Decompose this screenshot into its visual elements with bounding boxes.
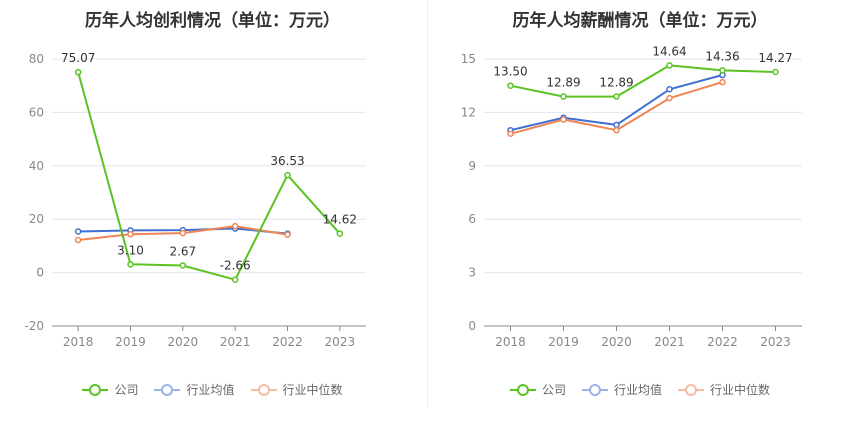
x-tick-label: 2021 — [220, 335, 251, 349]
legend-label: 公司 — [114, 383, 139, 397]
data-point-0 — [231, 276, 239, 283]
y-tick-label: -20 — [24, 319, 44, 333]
y-tick-label: 12 — [461, 105, 476, 119]
data-point-0 — [666, 62, 673, 69]
data-point-1 — [613, 121, 620, 129]
y-tick-label: 40 — [29, 159, 44, 173]
data-point-2 — [613, 126, 620, 134]
industry-median-line-marker-icon — [250, 383, 277, 396]
panel-divider — [427, 0, 428, 408]
profit-line-chart: -20 0 20 40 60 80 2018 2019 2020 2021 2022 2023 75.0… — [24, 51, 366, 349]
chart-title: 历年人均薪酬情况（单位：万元） — [512, 11, 768, 31]
y-tick-label: 0 — [36, 266, 44, 280]
data-point-0 — [284, 171, 291, 179]
data-label: 14.36 — [705, 49, 739, 63]
data-point-2 — [179, 229, 187, 237]
y-tick-label: 60 — [29, 105, 44, 119]
data-point-2 — [560, 116, 567, 123]
data-label: 2.67 — [169, 244, 196, 258]
x-tick-label: 2019 — [115, 335, 146, 349]
x-tick-label: 2018 — [63, 335, 94, 349]
legend-label: 行业均值 — [186, 383, 235, 397]
data-label: 36.53 — [270, 154, 304, 168]
data-label: 12.89 — [546, 76, 580, 90]
data-label: 14.62 — [323, 213, 357, 227]
industry-median-line-marker-icon — [678, 383, 704, 396]
company-line-marker-icon — [82, 383, 109, 396]
y-tick-label: 20 — [29, 212, 44, 226]
y-tick-label: 6 — [468, 212, 476, 226]
profit-chart-panel: 历年人均创利情况（单位：万元） -20 0 20 40 60 80 2018 2019 2020… — [0, 11, 425, 398]
legend: 公司 行业均值 行业中位数 — [0, 381, 425, 398]
salary-chart-panel: 历年人均薪酬情况（单位：万元） 0 3 6 9 12 15 2018 2019 2020 2021… — [430, 0, 850, 437]
data-point-0 — [719, 67, 726, 74]
legend-item-company[interactable]: 公司 — [509, 381, 566, 398]
company-line-marker-icon — [509, 383, 536, 396]
legend-label: 行业均值 — [613, 383, 662, 397]
data-point-0 — [772, 68, 779, 76]
y-tick-label: 9 — [468, 159, 476, 173]
data-label: 13.50 — [493, 65, 527, 79]
data-label: -2.66 — [220, 259, 251, 273]
x-tick-label: 2020 — [601, 335, 632, 349]
chart-title: 历年人均创利情况（单位：万元） — [85, 11, 340, 31]
data-point-2 — [719, 78, 726, 86]
x-tick-label: 2023 — [760, 335, 791, 349]
data-label: 14.64 — [652, 44, 686, 58]
data-point-2 — [666, 94, 673, 102]
legend-item-industry-average[interactable]: 行业均值 — [581, 381, 662, 398]
legend-item-company[interactable]: 公司 — [82, 381, 138, 398]
data-label: 75.07 — [61, 51, 95, 65]
data-point-2 — [284, 231, 291, 238]
x-tick-label: 2023 — [325, 335, 356, 349]
data-point-0 — [560, 93, 567, 100]
y-tick-label: 0 — [468, 319, 476, 333]
data-point-0 — [336, 230, 344, 237]
data-label: 14.27 — [758, 51, 792, 65]
legend-label: 公司 — [541, 383, 566, 397]
data-point-0 — [613, 93, 620, 100]
data-point-0 — [127, 261, 134, 268]
data-label: 12.89 — [599, 76, 633, 90]
x-tick-label: 2019 — [548, 335, 579, 349]
legend-label: 行业中位数 — [710, 383, 771, 397]
y-tick-label: 15 — [461, 52, 476, 66]
series-line-0 — [77, 71, 341, 281]
x-tick-label: 2022 — [707, 335, 738, 349]
legend-item-industry-median[interactable]: 行业中位数 — [678, 381, 770, 398]
data-point-1 — [666, 86, 673, 93]
x-tick-label: 2020 — [168, 335, 199, 349]
series-line-0 — [510, 64, 776, 98]
data-point-0 — [507, 82, 514, 89]
industry-average-line-marker-icon — [581, 383, 608, 396]
y-tick-label: 80 — [29, 52, 44, 66]
data-label: 3.10 — [117, 243, 144, 257]
data-point-2 — [127, 230, 134, 238]
legend-label: 行业中位数 — [282, 383, 343, 397]
legend: 公司 行业均值 行业中位数 — [430, 381, 850, 398]
y-tick-label: 3 — [468, 266, 476, 280]
data-point-0 — [179, 262, 187, 269]
legend-item-industry-average[interactable]: 行业均值 — [154, 381, 235, 398]
x-tick-label: 2018 — [495, 335, 526, 349]
salary-line-chart: 0 3 6 9 12 15 2018 2019 2020 2021 2022 2023 13.50 12.… — [461, 44, 802, 349]
data-point-0 — [74, 68, 82, 76]
x-tick-label: 2022 — [272, 335, 303, 349]
data-point-1 — [74, 228, 82, 235]
data-point-2 — [231, 222, 239, 230]
legend-item-industry-median[interactable]: 行业中位数 — [250, 381, 343, 398]
industry-average-line-marker-icon — [154, 383, 181, 396]
data-point-2 — [74, 236, 82, 244]
x-tick-label: 2021 — [654, 335, 685, 349]
data-point-2 — [507, 130, 514, 138]
